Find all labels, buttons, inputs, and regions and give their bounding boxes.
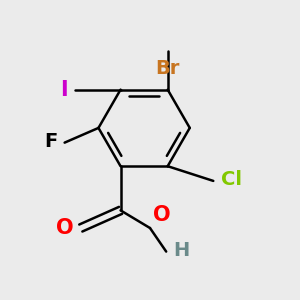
Text: Cl: Cl <box>221 170 242 189</box>
Text: O: O <box>153 205 171 225</box>
Text: I: I <box>60 80 68 100</box>
Text: O: O <box>56 218 74 238</box>
Text: F: F <box>44 132 57 151</box>
Text: H: H <box>174 241 190 260</box>
Text: Br: Br <box>155 59 180 78</box>
